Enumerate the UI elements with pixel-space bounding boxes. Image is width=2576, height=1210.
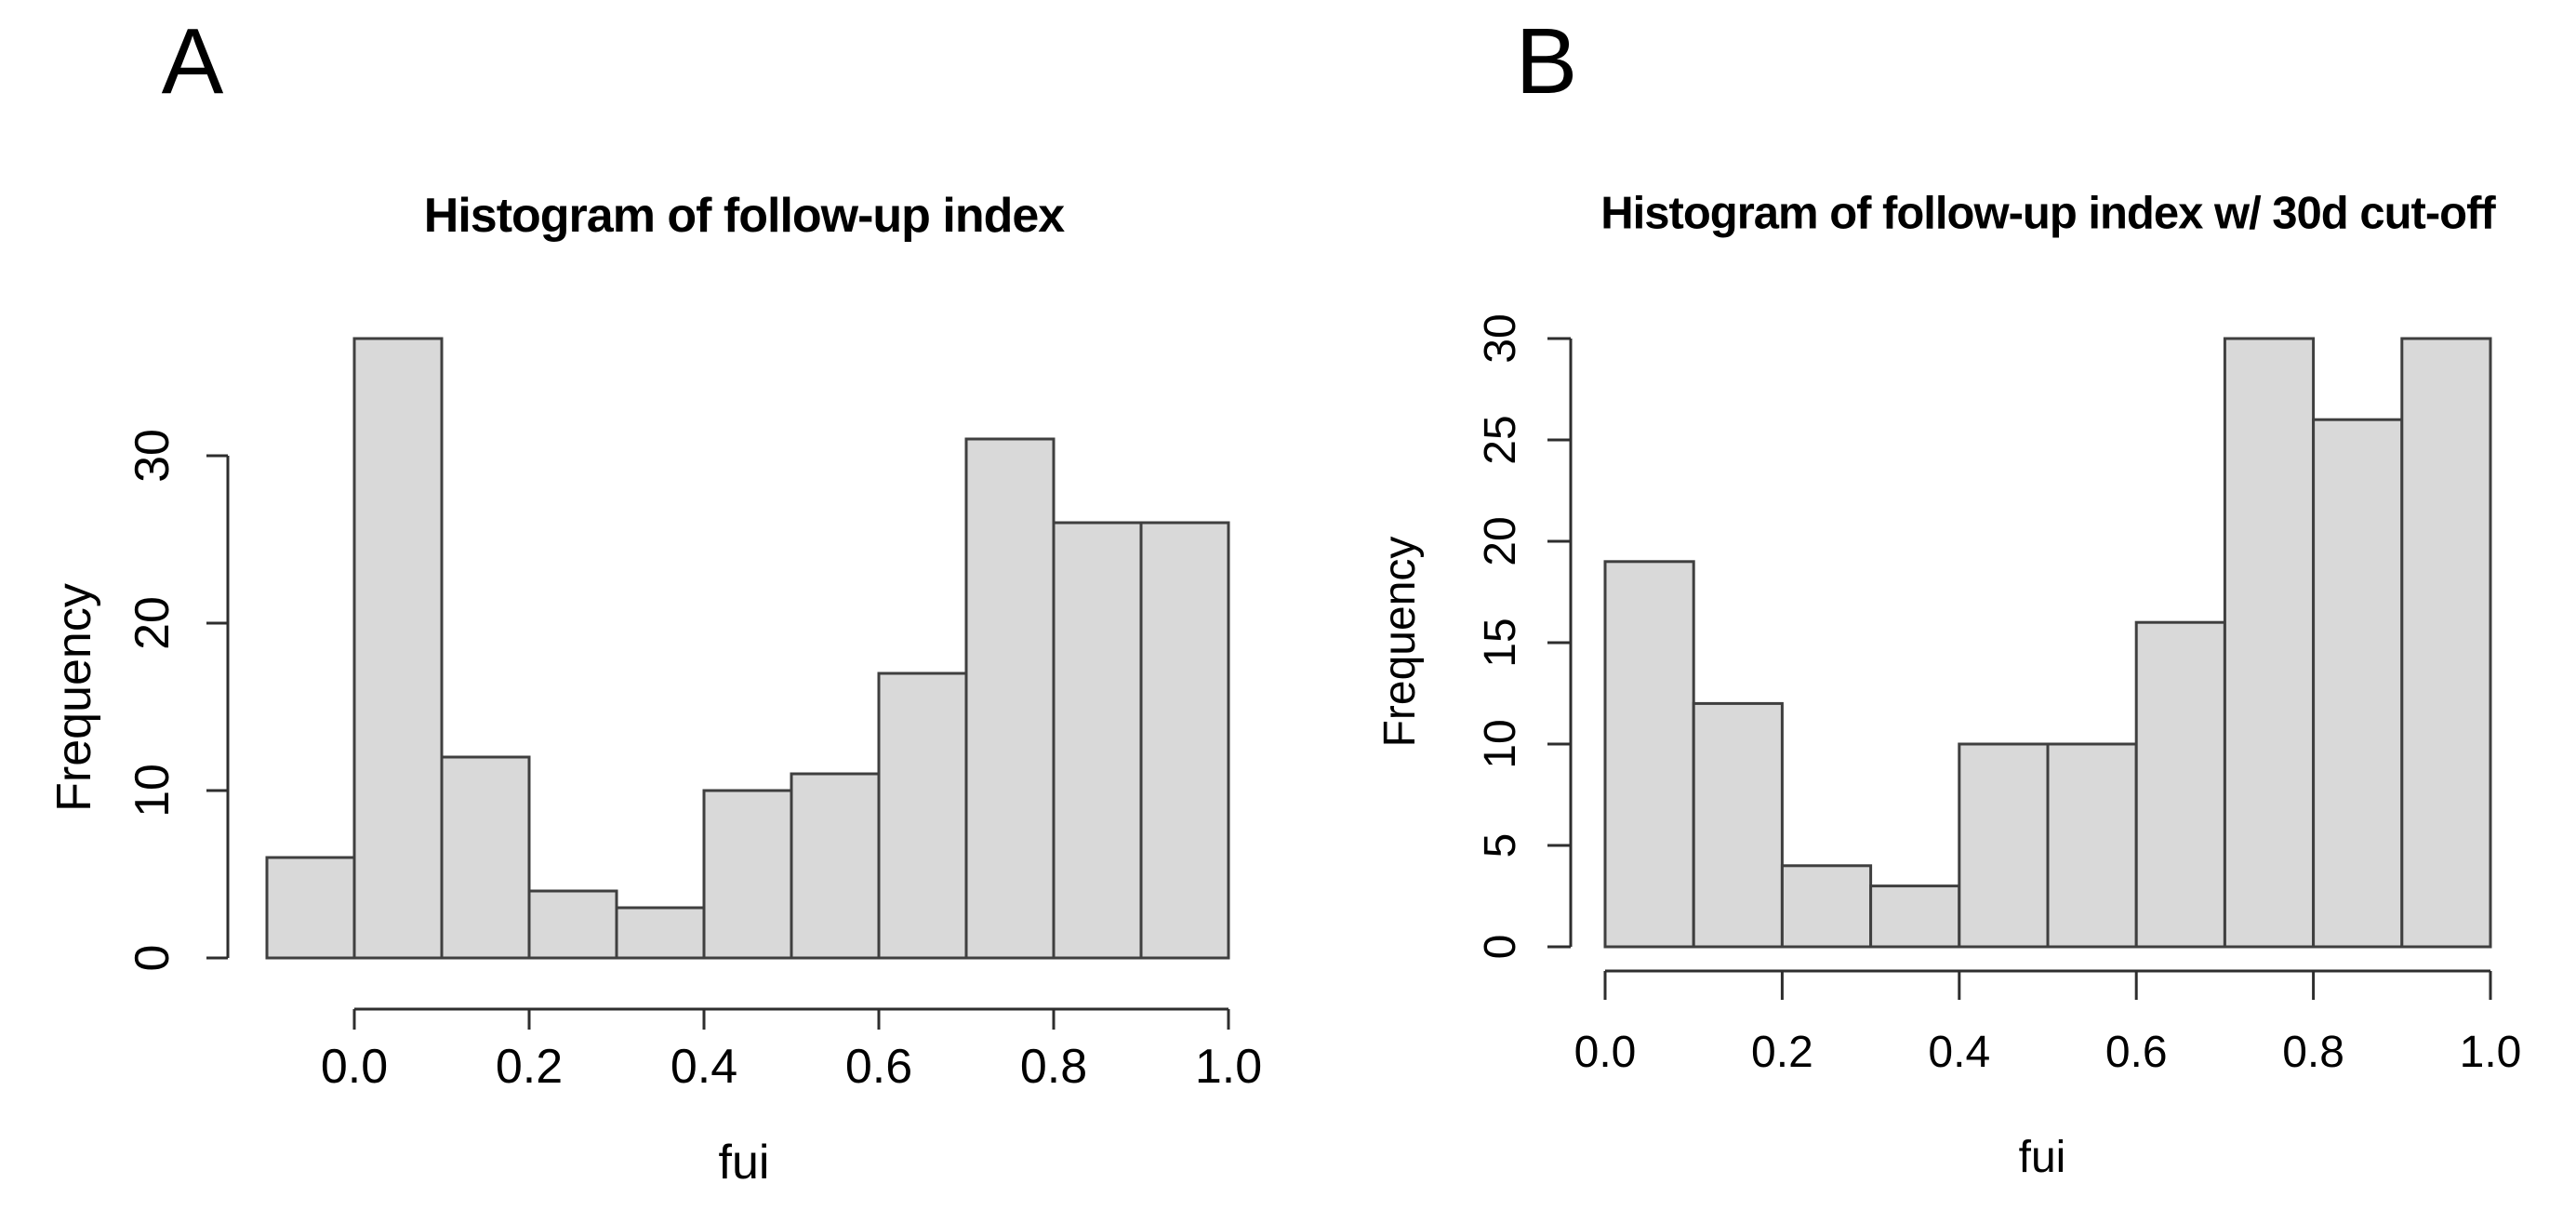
histogram-bar [964, 437, 1056, 960]
histogram-bar [1139, 521, 1230, 960]
histogram-bar [615, 906, 706, 960]
x-tick-label: 1.0 [1195, 1040, 1262, 1094]
histogram-bar [2134, 620, 2226, 949]
histogram-bar [1692, 701, 1784, 949]
x-tick-label: 0.0 [321, 1040, 388, 1094]
histogram-bar [2223, 337, 2316, 949]
histogram-bar [440, 755, 531, 960]
x-axis-label-b: fui [2018, 1133, 2066, 1182]
chart-title-b: Histogram of follow-up index w/ 30d cut-… [1600, 188, 2495, 239]
y-tick-label: 20 [1476, 516, 1525, 565]
histogram-bar [790, 772, 881, 960]
histogram-bar [2312, 418, 2404, 949]
histogram-bar [2400, 337, 2492, 949]
panel-label-a: A [161, 9, 224, 113]
y-tick-label: 0 [126, 945, 179, 972]
x-tick-label: 0.6 [2105, 1028, 2168, 1077]
x-tick-label: 0.4 [671, 1040, 737, 1094]
histogram-bar [1869, 884, 1961, 949]
y-tick-label: 30 [126, 429, 179, 483]
x-tick-label: 1.0 [2460, 1028, 2522, 1077]
histogram-bar [1780, 864, 1873, 949]
histogram-plot-a: 0 10 20 30 0.0 0.2 0.4 0.6 0.8 1.0 [126, 337, 1262, 1094]
histogram-plot-b: 0 5 10 15 20 25 30 0.0 0.2 0.4 0.6 0.8 1.0 [1476, 313, 2522, 1076]
y-tick-label: 5 [1476, 833, 1525, 858]
y-tick-label: 10 [126, 764, 179, 818]
histogram-bar [265, 856, 356, 960]
histogram-bar [352, 337, 444, 960]
histogram-bar [1958, 742, 2050, 949]
y-tick-label: 0 [1476, 935, 1525, 960]
panel-label-b: B [1515, 9, 1578, 113]
x-tick-label: 0.8 [1020, 1040, 1087, 1094]
y-tick-label: 20 [126, 596, 179, 650]
x-axis-label-a: fui [718, 1136, 770, 1190]
x-tick-label: 0.8 [2282, 1028, 2344, 1077]
histogram-bar [2046, 742, 2138, 949]
y-tick-label: 30 [1476, 313, 1525, 363]
x-tick-label: 0.4 [1928, 1028, 1990, 1077]
chart-title-a: Histogram of follow-up index [423, 189, 1065, 243]
y-tick-label: 15 [1476, 618, 1525, 667]
x-tick-label: 0.6 [845, 1040, 912, 1094]
x-tick-label: 0.0 [1574, 1028, 1637, 1077]
histogram-bar [702, 789, 793, 960]
x-tick-label: 0.2 [1751, 1028, 1813, 1077]
x-tick-label: 0.2 [496, 1040, 563, 1094]
y-tick-label: 25 [1476, 415, 1525, 464]
histogram-bar [1052, 521, 1143, 960]
histogram-bar [877, 671, 968, 960]
y-tick-label: 10 [1476, 719, 1525, 768]
histogram-bar [1603, 560, 1695, 949]
histogram-bar [527, 889, 618, 960]
